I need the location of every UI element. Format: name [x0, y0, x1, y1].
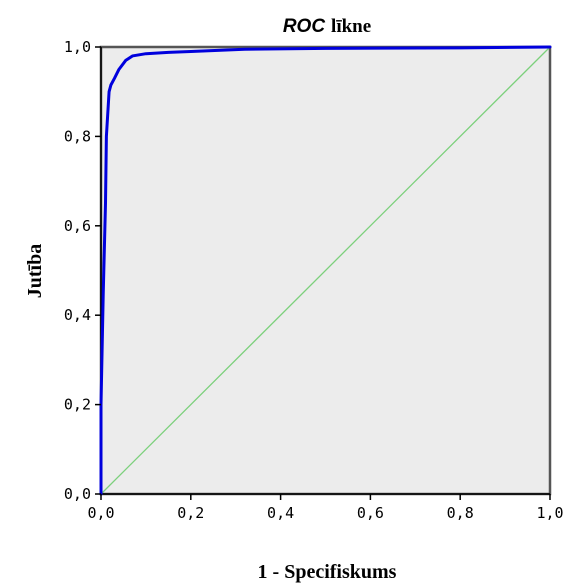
y-axis-label: Jutība	[24, 244, 46, 298]
chart-marks	[99, 45, 552, 496]
x-axis-label: 1 - Specifiskums	[258, 561, 397, 583]
x-tick-label: 0,8	[447, 504, 474, 522]
y-tick-label: 0,8	[64, 127, 91, 145]
y-tick-label: 1,0	[64, 38, 91, 56]
diagonal-reference-line	[100, 46, 551, 495]
y-tick-label: 0,6	[64, 217, 91, 235]
x-tick-label: 1,0	[536, 504, 563, 522]
chart-title-italic: ROC	[283, 16, 326, 37]
chart-title: ROC līkne	[283, 16, 371, 37]
x-tick-label: 0,6	[357, 504, 384, 522]
x-tick-label: 0,4	[267, 504, 294, 522]
x-tick-label: 0,0	[87, 504, 114, 522]
chart-title-rest: līkne	[331, 16, 371, 37]
x-tick-label: 0,2	[177, 504, 204, 522]
roc-curve-line	[99, 45, 552, 496]
y-ticks: 0,0 0,2 0,4 0,6 0,8 1,0	[64, 38, 101, 503]
y-tick-label: 0,4	[64, 306, 91, 324]
x-ticks: 0,0 0,2 0,4 0,6 0,8 1,0	[87, 494, 564, 522]
y-tick-label: 0,2	[64, 396, 91, 414]
y-tick-label: 0,0	[64, 485, 91, 503]
